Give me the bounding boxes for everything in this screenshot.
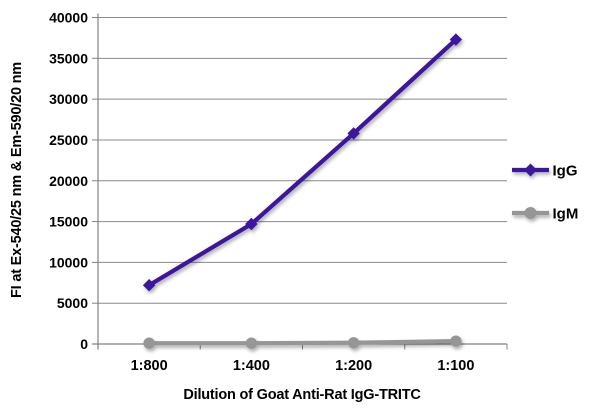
x-axis-title: Dilution of Goat Anti-Rat IgG-TRITC [183, 387, 421, 403]
series-igm [143, 335, 462, 349]
data-series [142, 33, 463, 349]
legend: IgG IgM [512, 163, 578, 223]
legend-label: IgM [553, 206, 579, 223]
x-tick-label: 1:200 [335, 358, 372, 374]
y-tick-label: 30000 [49, 91, 88, 107]
y-tick-label: 40000 [49, 10, 88, 26]
legend-item-igg: IgG [512, 163, 578, 180]
legend-marker-group [512, 163, 549, 177]
circle-marker [347, 337, 360, 349]
y-tick-label: 10000 [49, 254, 88, 270]
circle-marker [245, 337, 258, 349]
y-tick-label: 0 [80, 336, 88, 352]
y-tick-label: 20000 [49, 173, 88, 189]
diamond-marker [245, 217, 258, 231]
tick-labels: 0 5000 10000 15000 20000 25000 30000 35000 40000… [49, 10, 474, 375]
circle-marker [143, 337, 155, 349]
diamond-marker [142, 279, 156, 292]
y-tick-label: 25000 [49, 132, 88, 148]
series-line [148, 37, 458, 288]
legend-item-igm: IgM [512, 206, 578, 223]
circle-marker [450, 335, 462, 347]
y-tick-label: 35000 [49, 50, 88, 66]
legend-marker-group [512, 207, 549, 219]
gridlines [98, 17, 507, 304]
circle-marker [524, 207, 537, 219]
diamond-marker [449, 33, 463, 46]
x-tick-label: 1:800 [131, 358, 168, 374]
y-tick-label: 5000 [57, 295, 88, 311]
x-tick-label: 1:400 [233, 358, 270, 374]
y-axis-title: FI at Ex-540/25 nm & Em-590/20 nm [9, 62, 25, 298]
diamond-marker [347, 127, 360, 140]
diamond-marker [524, 163, 537, 177]
legend-label: IgG [553, 163, 578, 180]
series-line [149, 339, 456, 346]
series-igg [142, 33, 463, 292]
y-tick-label: 15000 [49, 214, 88, 230]
x-tick-label: 1:100 [437, 358, 474, 374]
